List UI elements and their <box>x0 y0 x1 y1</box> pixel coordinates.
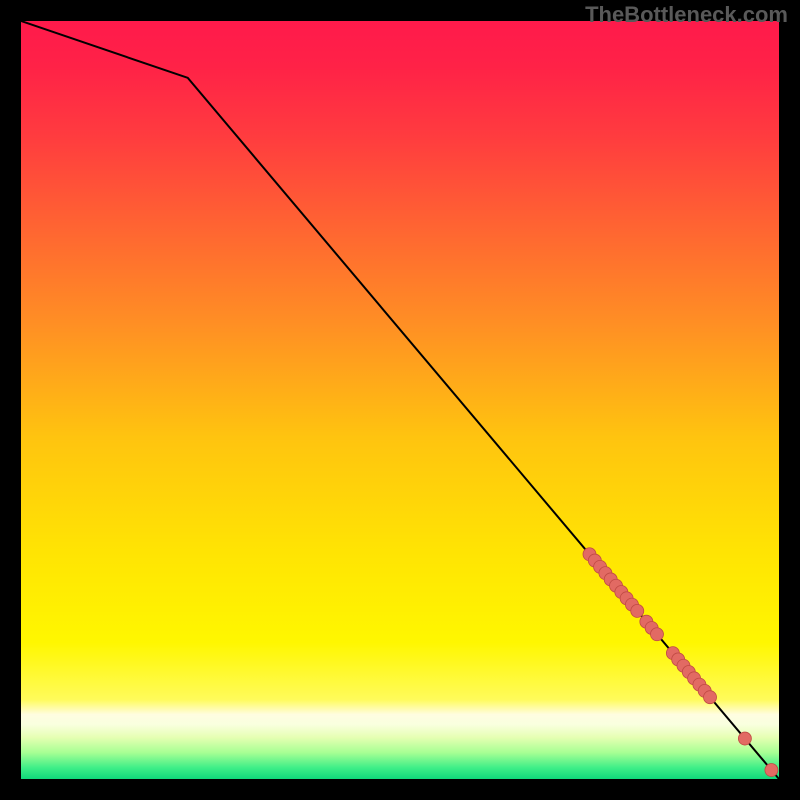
data-marker <box>650 628 663 641</box>
marker-group <box>583 548 778 777</box>
watermark-text: TheBottleneck.com <box>585 2 788 28</box>
chart-container: TheBottleneck.com <box>0 0 800 800</box>
plot-area <box>21 21 779 779</box>
chart-overlay-svg <box>21 21 779 779</box>
data-marker <box>704 691 717 704</box>
data-marker <box>765 764 778 777</box>
data-marker <box>631 604 644 617</box>
data-line <box>21 21 779 779</box>
data-marker <box>738 732 751 745</box>
